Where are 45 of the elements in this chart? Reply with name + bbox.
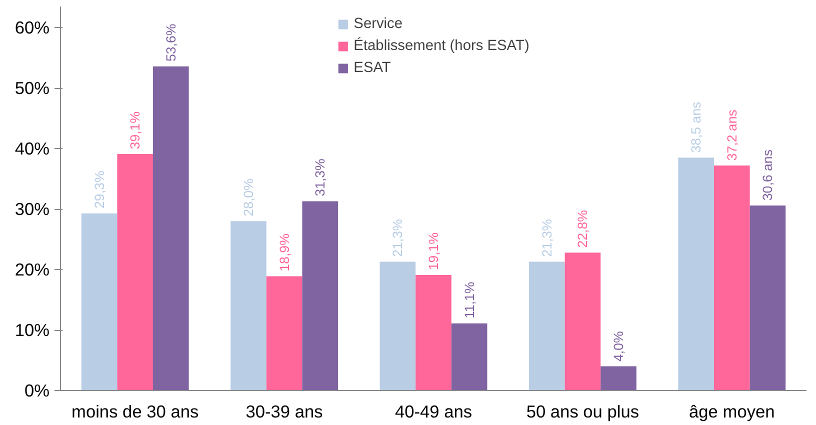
- bar: [564, 252, 601, 390]
- bar: [81, 213, 118, 390]
- y-tick-label: 0%: [24, 380, 50, 400]
- bar: [117, 154, 154, 390]
- data-label: 22,8%: [575, 210, 590, 248]
- data-label: 30,6 ans: [760, 149, 776, 201]
- bar: [416, 275, 452, 390]
- y-tick-label: 10%: [14, 320, 50, 340]
- data-label: 29,3%: [92, 170, 107, 208]
- y-tick-label: 50%: [14, 78, 50, 98]
- data-label: 31,3%: [312, 158, 328, 196]
- x-tick-label: 30-39 ans: [246, 402, 324, 422]
- legend-label: Service: [354, 16, 403, 32]
- x-tick-label: moins de 30 ans: [72, 402, 200, 422]
- bar: [600, 366, 636, 390]
- data-label: 53,6%: [163, 24, 178, 62]
- data-label: 18,9%: [276, 233, 292, 272]
- y-tick-label: 60%: [14, 18, 50, 38]
- legend-label: Établissement (hors ESAT): [354, 38, 530, 54]
- data-label: 4,0%: [611, 330, 626, 362]
- data-label: 38,5 ans: [688, 101, 704, 153]
- data-label: 28,0%: [240, 178, 256, 216]
- data-label: 39,1%: [128, 111, 143, 150]
- y-tick-label: 20%: [14, 260, 50, 280]
- bar: [750, 205, 786, 390]
- x-tick-label: 50 ans ou plus: [526, 402, 640, 422]
- bar: [714, 166, 750, 390]
- y-tick-label: 30%: [14, 199, 50, 220]
- data-label: 21,3%: [539, 218, 554, 257]
- bar: [380, 262, 416, 390]
- data-label: 37,2 ans: [724, 109, 740, 161]
- bar: [451, 323, 488, 390]
- bar: [302, 201, 338, 390]
- legend-label: ESAT: [354, 60, 391, 76]
- data-label: 21,3%: [390, 218, 406, 257]
- bar: [266, 276, 302, 390]
- data-label: 11,1%: [462, 282, 477, 319]
- data-label: 19,1%: [426, 232, 441, 270]
- x-tick-label: âge moyen: [689, 402, 775, 422]
- bar: [153, 66, 189, 390]
- bar: [678, 158, 714, 390]
- x-tick-label: 40-49 ans: [394, 402, 472, 422]
- y-tick-label: 40%: [14, 138, 50, 159]
- bar: [528, 262, 565, 390]
- bar: [230, 221, 266, 390]
